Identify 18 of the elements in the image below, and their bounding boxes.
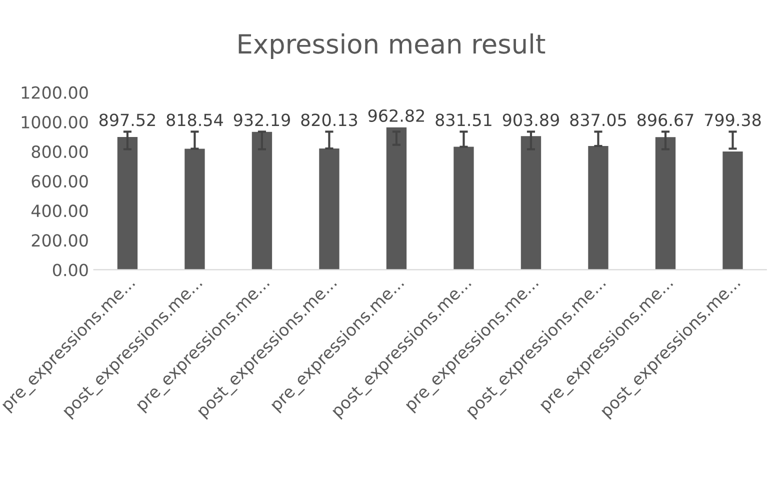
y-tick-label: 800.00 (32, 145, 88, 158)
y-tick-label: 0.00 (52, 264, 88, 276)
data-label: 962.82 (368, 109, 424, 122)
data-label: 818.54 (166, 114, 223, 126)
data-label: 903.89 (502, 114, 559, 126)
y-tick-label: 1200.00 (22, 86, 88, 99)
data-label: 820.13 (301, 114, 358, 126)
y-tick-label: 400.00 (31, 204, 88, 218)
data-label: 897.52 (99, 114, 155, 126)
y-tick-label: 200.00 (32, 234, 88, 247)
data-label: 896.67 (637, 114, 694, 126)
y-tick-label: 1000.00 (22, 116, 88, 128)
data-label: 837.05 (570, 114, 626, 126)
data-label: 799.38 (704, 114, 761, 126)
chart-title: Expression mean result (238, 33, 546, 59)
y-tick-label: 600.00 (32, 174, 88, 188)
data-label: 831.51 (436, 114, 492, 126)
data-label: 932.19 (234, 114, 290, 126)
